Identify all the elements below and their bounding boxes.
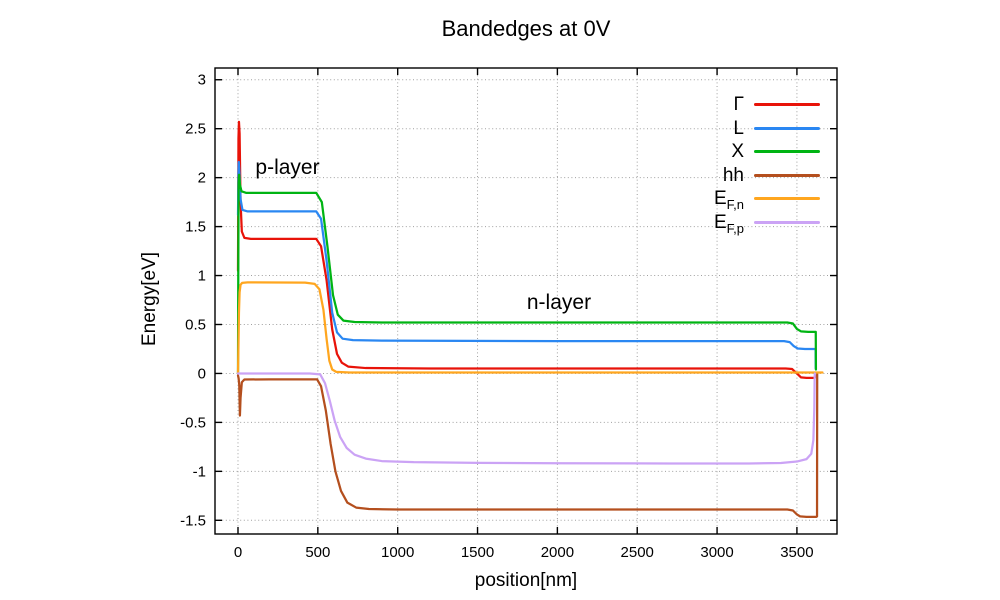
x-axis-label: position[nm] — [474, 570, 578, 591]
legend-line-swatch-Gamma — [754, 103, 820, 107]
legend-label-X: X — [731, 141, 744, 163]
legend-line-swatch-hh — [754, 173, 820, 177]
legend-item-EFn: EF,n — [714, 187, 820, 211]
y-tick-label: -1.5 — [180, 512, 206, 529]
legend-label-EFp: EF,p — [713, 211, 744, 236]
legend-item-hh: hh — [714, 164, 820, 188]
y-tick-label: -1 — [193, 463, 206, 480]
annotation-n-layer: n-layer — [526, 290, 592, 314]
annotation-p-layer: p-layer — [255, 155, 320, 179]
y-tick-label: 1.5 — [185, 219, 206, 236]
x-tick-label: 3000 — [700, 544, 733, 561]
x-tick-label: 500 — [305, 544, 330, 561]
plot-frame — [214, 67, 838, 535]
legend-line-swatch-L — [754, 126, 820, 130]
x-tick-label: 1500 — [461, 544, 494, 561]
legend-line-swatch-EFn — [754, 197, 820, 201]
legend-label-EFn: EF,n — [713, 188, 744, 213]
legend-label-hh: hh — [722, 164, 744, 186]
x-tick-label: 0 — [234, 544, 242, 561]
legend-line-swatch-X — [754, 150, 820, 154]
y-tick-label: 0.5 — [185, 316, 206, 333]
legend-item-X: X — [714, 140, 820, 164]
x-tick-label: 1000 — [381, 544, 414, 561]
legend-label-Gamma: Γ — [733, 94, 744, 116]
y-tick-label: 0 — [198, 365, 206, 382]
series-line-X — [236, 173, 818, 375]
y-tick-label: 3 — [198, 72, 206, 89]
y-tick-label: 1 — [198, 268, 206, 285]
legend-label-L: L — [733, 117, 744, 139]
x-tick-label: 3500 — [780, 544, 813, 561]
y-axis-label: Energy[eV] — [139, 252, 160, 346]
series-line-EFp — [236, 372, 816, 465]
series-line-EFn — [236, 281, 824, 375]
x-tick-label: 2500 — [621, 544, 654, 561]
legend-line-swatch-EFp — [754, 220, 820, 224]
legend-item-L: L — [714, 117, 820, 141]
x-tick-label: 2000 — [541, 544, 574, 561]
y-tick-label: 2 — [198, 170, 206, 187]
legend-item-Gamma: Γ — [714, 93, 820, 117]
legend-item-EFp: EF,p — [714, 211, 820, 235]
y-tick-label: 2.5 — [185, 121, 206, 138]
y-tick-label: -0.5 — [180, 414, 206, 431]
chart-title: Bandedges at 0V — [441, 16, 611, 41]
series-line-hh — [236, 372, 819, 518]
